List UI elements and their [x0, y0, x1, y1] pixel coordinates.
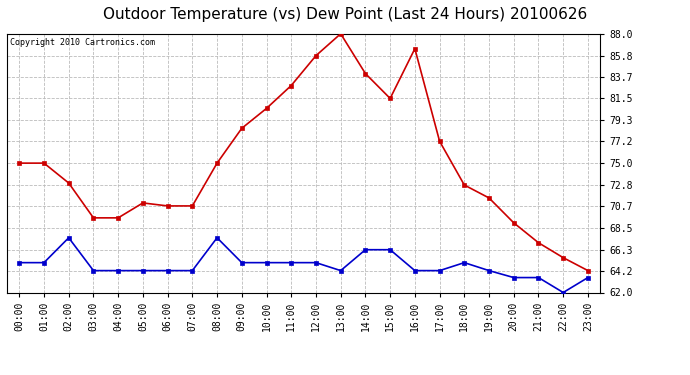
Text: Copyright 2010 Cartronics.com: Copyright 2010 Cartronics.com — [10, 38, 155, 46]
Text: Outdoor Temperature (vs) Dew Point (Last 24 Hours) 20100626: Outdoor Temperature (vs) Dew Point (Last… — [103, 8, 587, 22]
